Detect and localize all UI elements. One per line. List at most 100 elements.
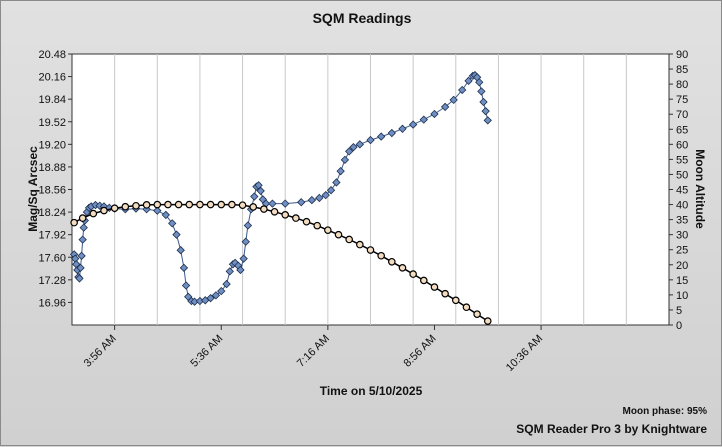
moon-point: [420, 276, 428, 285]
sqm-point: [168, 219, 177, 228]
moon-point: [366, 246, 375, 254]
sqm-point: [239, 254, 248, 263]
moon-point: [228, 200, 236, 209]
sqm-point: [206, 294, 215, 303]
sqm-point: [449, 95, 458, 105]
sqm-point: [77, 251, 86, 261]
x-tick-label: 8:56 AM: [402, 333, 439, 370]
y2-tick-label: 55: [676, 154, 688, 166]
moon-point: [409, 270, 417, 278]
sqm-point: [376, 132, 386, 141]
y2-tick-label: 50: [676, 169, 688, 181]
moon-point: [260, 205, 268, 213]
moon-point: [89, 209, 98, 218]
moon-point: [377, 251, 385, 260]
sqm-point: [153, 206, 162, 215]
sqm-point: [217, 286, 226, 296]
sqm-point: [176, 246, 185, 255]
credit-label: SQM Reader Pro 3 by Knightware: [516, 422, 707, 436]
moon-point: [164, 200, 172, 209]
sqm-point: [243, 221, 253, 230]
y-tick-label: 19.84: [38, 94, 66, 106]
y2-tick-label: 40: [676, 200, 688, 212]
moon-point: [302, 217, 311, 226]
moon-point: [473, 310, 481, 318]
y-axis-title: Mag/Sq Arcsec: [26, 146, 40, 232]
sqm-point: [256, 186, 265, 196]
moon-point: [281, 210, 290, 219]
moon-point: [249, 203, 258, 211]
y2-tick-label: 30: [676, 230, 688, 242]
sqm-point: [222, 279, 231, 289]
sqm-point: [179, 263, 189, 273]
moon-point: [121, 202, 130, 211]
sqm-point: [355, 140, 365, 149]
moon-point: [78, 214, 87, 222]
sqm-point: [483, 116, 492, 125]
moon-point: [345, 235, 353, 244]
y2-tick-label: 70: [676, 109, 688, 121]
sqm-point: [172, 230, 181, 239]
y-tick-label: 16.96: [38, 297, 66, 309]
sqm-point: [181, 281, 191, 290]
sqm-point: [326, 186, 336, 195]
x-tick-label: 3:56 AM: [82, 333, 119, 370]
sqm-point: [387, 128, 396, 138]
chart-title: SQM Readings: [313, 10, 412, 26]
sqm-point: [211, 291, 221, 300]
y-tick-label: 17.28: [38, 275, 66, 287]
y2-tick-label: 60: [676, 139, 688, 151]
y-tick-label: 20.16: [38, 72, 66, 84]
moon-point: [356, 240, 364, 249]
sqm-point: [477, 87, 486, 96]
sqm-point: [76, 263, 85, 273]
x-tick-label: 10:36 AM: [504, 333, 545, 374]
moon-point: [451, 296, 460, 305]
moon-point: [462, 303, 471, 312]
moon-phase-label: Moon phase: 95%: [623, 406, 708, 417]
sqm-point: [241, 237, 250, 246]
y2-tick-label: 85: [676, 64, 688, 76]
sqm-point: [225, 267, 234, 276]
y2-tick-label: 90: [676, 49, 688, 61]
moon-point: [217, 200, 226, 209]
sqm-point: [78, 235, 87, 244]
sqm-point: [458, 85, 467, 95]
y2-tick-label: 80: [676, 79, 688, 91]
y2-tick-label: 25: [676, 245, 688, 257]
y2-tick-label: 45: [676, 185, 688, 197]
moon-point: [388, 257, 396, 266]
moon-point: [70, 218, 78, 227]
sqm-series: [69, 71, 492, 306]
y2-tick-label: 5: [676, 305, 682, 317]
sqm-point: [408, 120, 418, 129]
y-tick-label: 19.20: [38, 139, 66, 151]
moon-point: [430, 283, 439, 291]
moon-line: [73, 203, 489, 322]
y-tick-label: 18.24: [38, 207, 66, 219]
sqm-point: [419, 115, 428, 124]
sqm-point: [307, 195, 317, 205]
moon-point: [441, 289, 449, 298]
sqm-point: [315, 193, 324, 203]
moon-altitude-series: [70, 200, 492, 325]
y2-tick-label: 0: [676, 320, 682, 332]
moon-point: [238, 201, 247, 209]
sqm-point: [332, 178, 341, 187]
sqm-point: [345, 147, 354, 156]
sqm-point: [440, 102, 450, 112]
moon-point: [153, 200, 162, 209]
sqm-point: [336, 166, 345, 176]
moon-point: [313, 221, 321, 230]
sqm-point: [398, 124, 407, 133]
x-axis-title: Time on 5/10/2025: [320, 384, 423, 398]
moon-point: [398, 263, 407, 272]
y-tick-label: 20.48: [38, 49, 66, 61]
sqm-point: [79, 223, 88, 232]
sqm-point: [281, 199, 290, 208]
moon-point: [292, 214, 300, 222]
sqm-point: [340, 155, 350, 165]
moon-point: [483, 317, 492, 325]
